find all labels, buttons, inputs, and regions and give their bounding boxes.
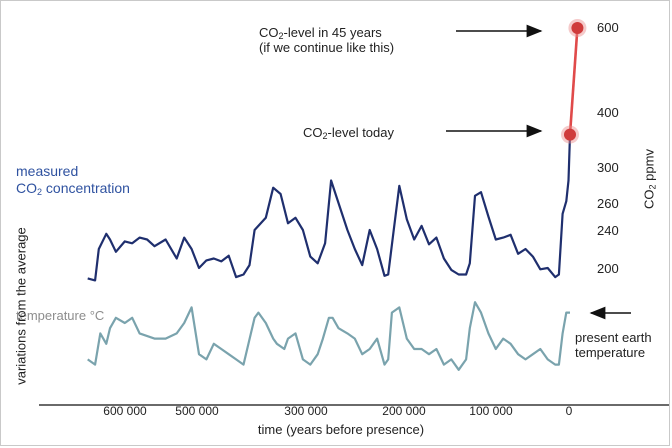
y-tick-label: 600 — [597, 20, 619, 35]
series-label-co2: measured CO2 concentration — [16, 163, 130, 197]
co2-future-marker — [571, 22, 584, 34]
y-axis-label-left: variations from the average — [13, 227, 29, 385]
y-tick-label: 200 — [597, 261, 619, 276]
x-tick-label: 100 000 — [469, 404, 513, 418]
co2-series-line — [87, 134, 572, 282]
annotation-co2-45-years: CO2-level in 45 years (if we continue li… — [259, 25, 395, 55]
x-tick-label: 200 000 — [382, 404, 426, 418]
annotation-present-temperature: present earth temperature — [575, 330, 652, 360]
x-tick-label: 300 000 — [284, 404, 328, 418]
co2-projection-line — [568, 27, 579, 135]
y-axis-label-right: CO2 ppmv — [641, 149, 658, 209]
y-tick-label: 240 — [597, 223, 619, 238]
x-tick-label: 500 000 — [175, 404, 219, 418]
x-tick-label: 0 — [565, 404, 573, 418]
y-tick-label: 300 — [597, 160, 619, 175]
x-tick-label: 600 000 — [103, 404, 147, 418]
x-axis-label: time (years before presence) — [257, 422, 425, 437]
series-label-temperature: temperature °C — [16, 308, 105, 323]
y-tick-label: 400 — [597, 105, 619, 120]
annotation-co2-today: CO2-level today — [303, 125, 394, 141]
co2-today-marker — [564, 128, 576, 141]
temperature-series-line — [87, 301, 570, 371]
y-tick-label: 260 — [597, 196, 619, 211]
